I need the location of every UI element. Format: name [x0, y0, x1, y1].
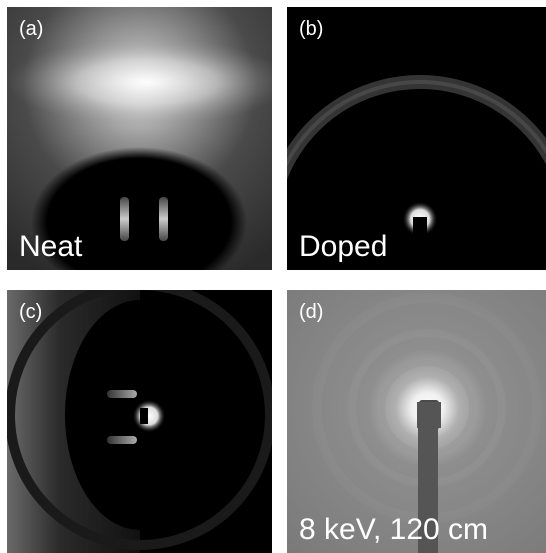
panel-c-label: (c): [19, 301, 43, 323]
panel-d-label: (d): [299, 301, 324, 323]
panel-b-label: (b): [299, 18, 324, 40]
panel-d-detector: (d) 8 keV, 120 cm: [287, 290, 546, 553]
panel-a-neat: (a) Neat: [7, 7, 272, 270]
panel-d-scatter-image: [287, 290, 546, 553]
panel-a-caption: Neat: [19, 230, 83, 263]
panel-c-scatter-image: [7, 290, 272, 553]
panel-b-scatter-image: [287, 7, 546, 270]
panel-a-label: (a): [19, 18, 44, 40]
panel-b-caption: Doped: [299, 230, 388, 263]
panel-b-doped: (b) Doped: [287, 7, 546, 270]
panel-c-composite: (c): [7, 290, 272, 553]
panel-a-scatter-image: [7, 7, 272, 270]
panel-d-caption: 8 keV, 120 cm: [299, 513, 489, 546]
